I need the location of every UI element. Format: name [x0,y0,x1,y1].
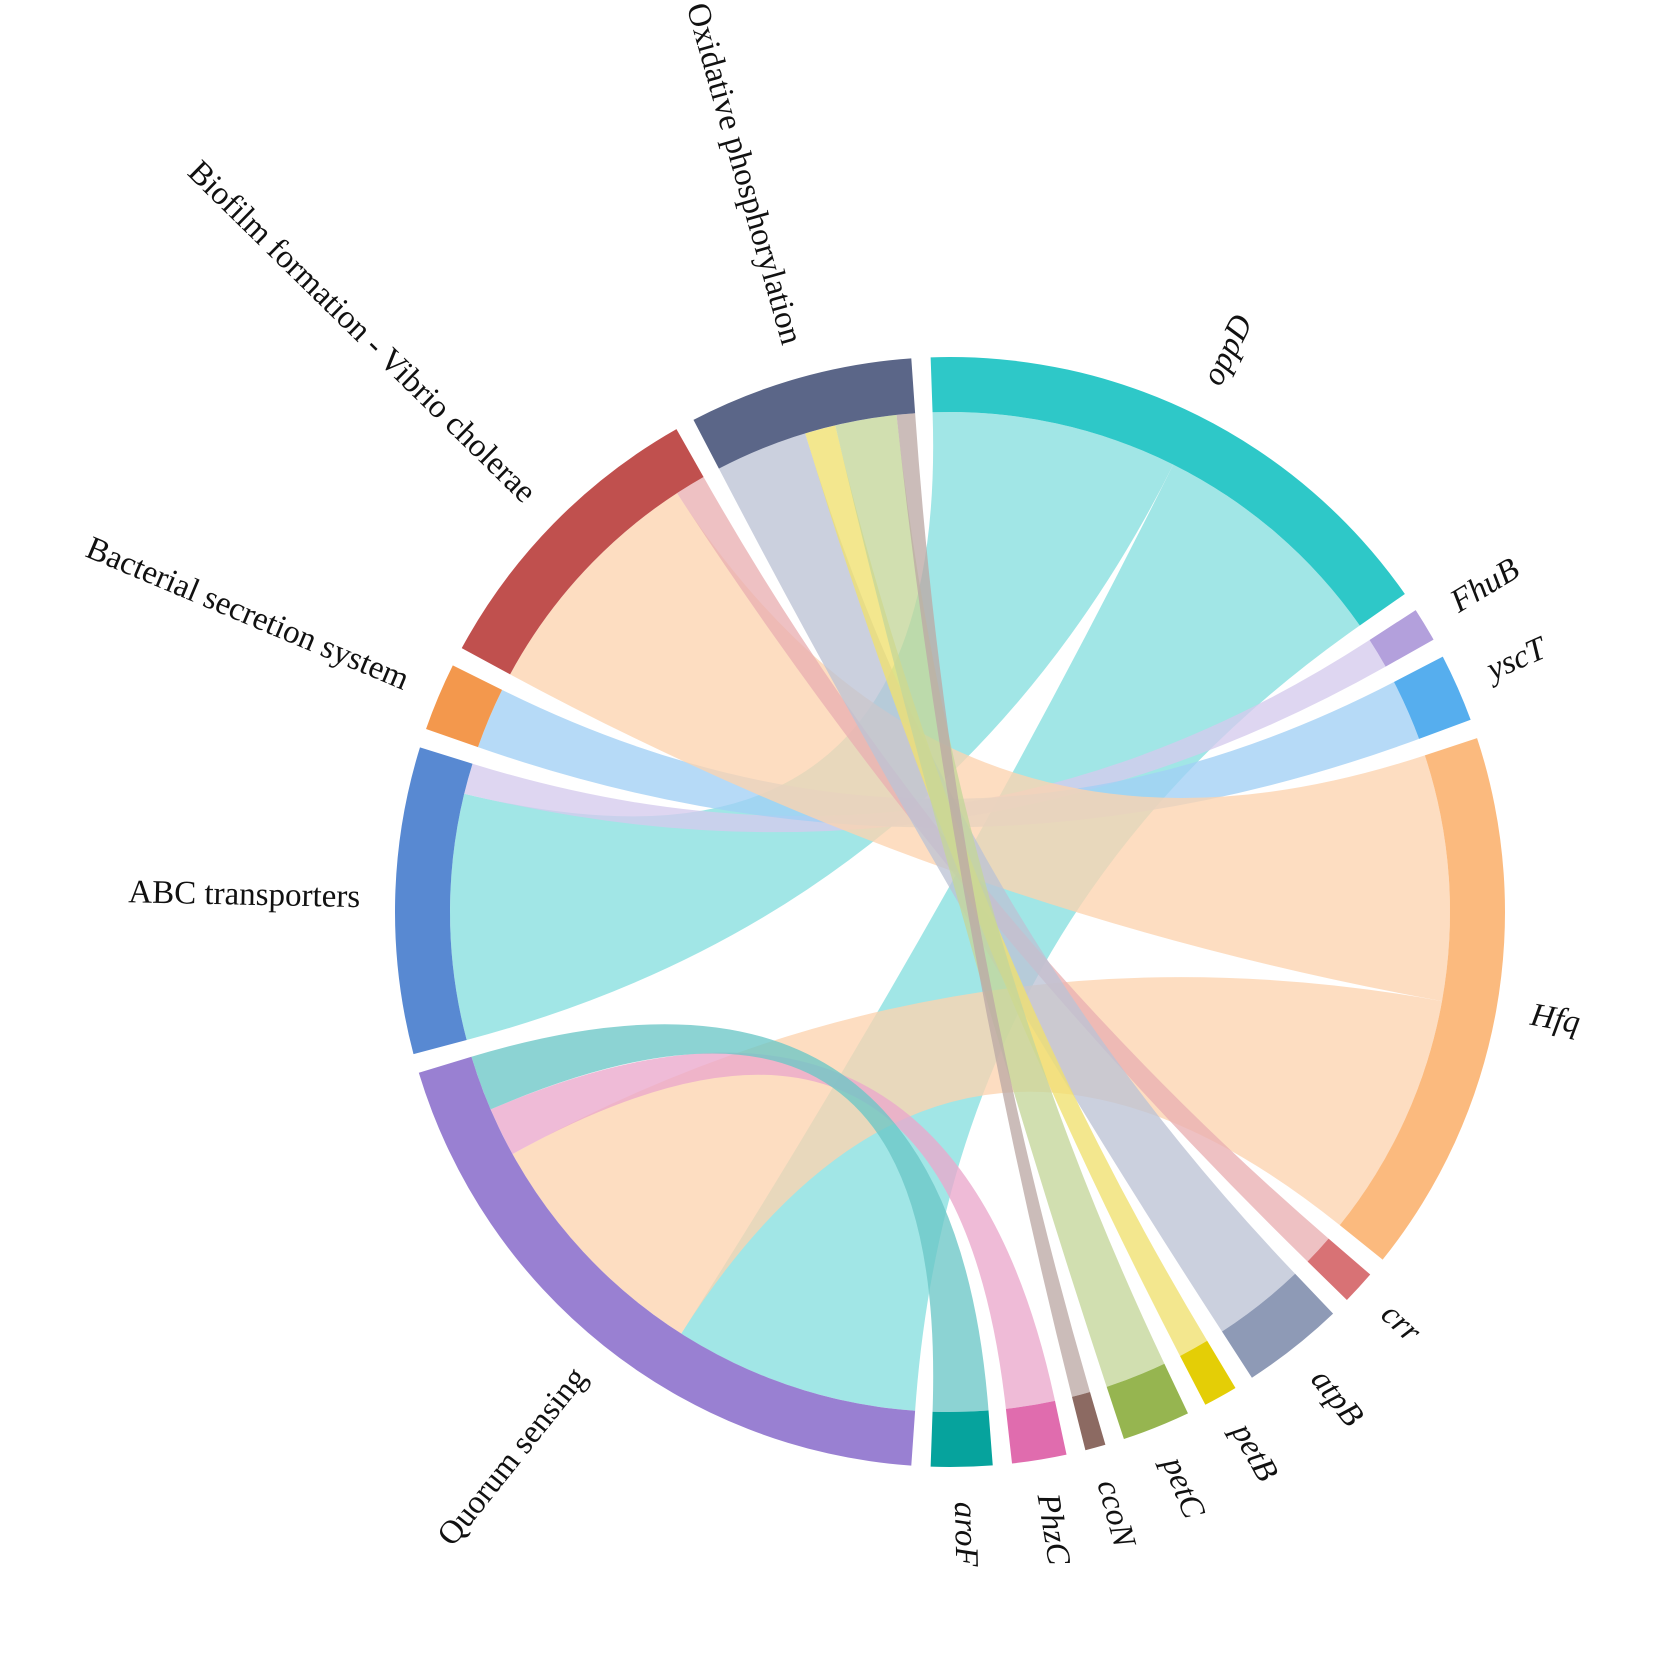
label-petC: petC [1154,1450,1212,1524]
label-ABC: ABC transporters [128,874,361,915]
ribbon-crr-BFV [676,476,1329,1262]
ribbon-aroF-QS [471,1024,989,1413]
label-oppD: oppD [1195,309,1260,391]
label-ccoN: ccoN [1090,1476,1143,1553]
arc-oppD [930,357,1405,626]
label-crr: crr [1374,1296,1428,1350]
arc-petB [1180,1340,1236,1405]
chord-arcs [395,357,1506,1467]
arc-QS [418,1056,916,1466]
label-petB: petB [1223,1415,1285,1487]
arc-atpB [1222,1273,1334,1378]
ribbon-FhuB-ABC [464,640,1386,833]
arc-BFV [461,429,704,675]
ribbon-yscT-BSS [477,681,1420,828]
label-FhuB: FhuB [1443,551,1525,620]
ribbon-PhzC-QS [490,1052,1055,1409]
arc-Hfq [1339,738,1506,1260]
chord-ribbons [450,411,1450,1413]
label-BSS: Bacterial secretion system [81,530,415,698]
label-Hfq: Hfq [1527,997,1583,1041]
arc-BSS [426,665,503,748]
arc-petC [1106,1363,1188,1440]
label-OXP: Oxidative phosphorylation [679,0,810,348]
arc-aroF [930,1410,993,1467]
ribbon-petC-OXP [835,414,1165,1387]
label-QS: Quorum sensing [431,1360,595,1552]
ribbon-petB-OXP [805,425,1208,1356]
arc-yscT [1393,656,1471,739]
arc-crr [1307,1238,1371,1300]
arc-FhuB [1369,610,1434,667]
label-BFV: Biofilm formation - Vibrio cholerae [181,154,543,510]
label-aroF: aroF [947,1501,984,1567]
arc-OXP [693,358,916,469]
arc-ABC [395,747,473,1055]
label-atpB: atpB [1303,1362,1370,1433]
label-yscT: yscT [1479,629,1554,689]
ribbon-Hfq-BFV [510,493,1450,1002]
ribbon-oppD-ABC [450,411,1174,1041]
arc-PhzC [1005,1400,1067,1464]
label-PhzC: PhzC [1030,1490,1077,1568]
ribbon-ccoN-OXP [896,413,1091,1397]
ribbon-atpB-OXP [718,433,1296,1332]
arc-ccoN [1071,1392,1106,1451]
